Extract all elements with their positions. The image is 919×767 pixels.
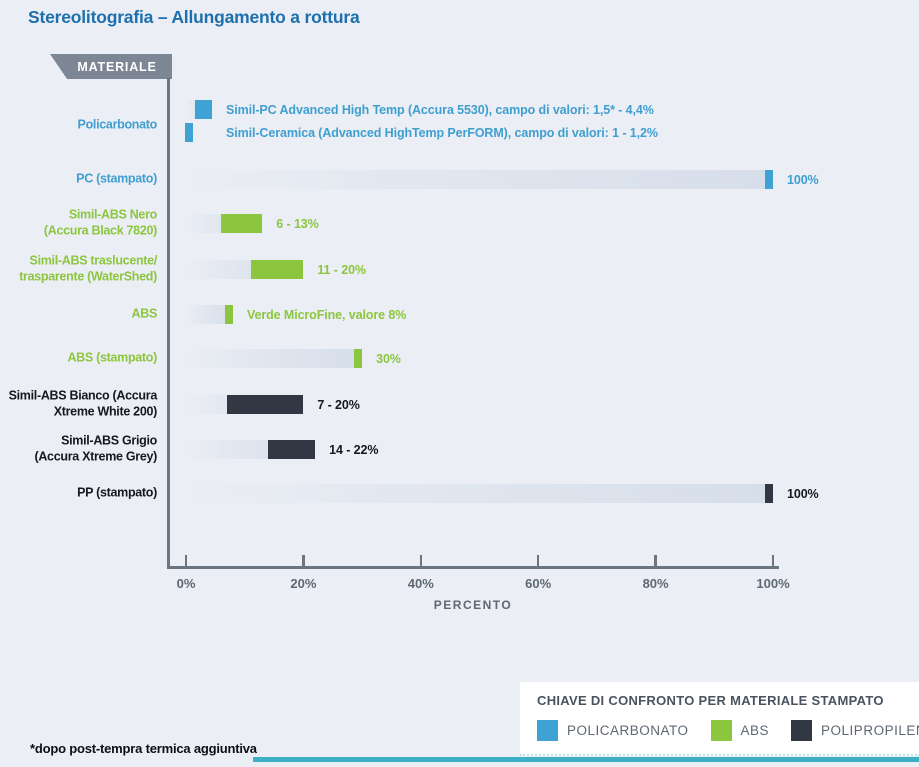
axis-tick — [771, 555, 775, 568]
bar-range-segment — [224, 305, 233, 324]
bar-value-label: Simil-Ceramica (Advanced HighTemp PerFOR… — [226, 125, 658, 140]
bar-range-segment — [250, 260, 304, 279]
tick-label: 60% — [525, 576, 552, 591]
axis-tick — [302, 555, 305, 568]
bar-value-label: 100% — [787, 172, 819, 187]
bar-value-label: 11 - 20% — [317, 262, 366, 277]
axis-tick — [419, 555, 423, 568]
tick-label: 100% — [756, 576, 790, 591]
bar-value-label: 30% — [376, 351, 401, 366]
x-axis-line — [167, 566, 779, 569]
bar-track — [186, 170, 773, 189]
materiale-axis-tag-label: MATERIALE — [77, 59, 157, 74]
polypropylene-swatch — [791, 720, 813, 741]
tick-label: 0% — [176, 576, 196, 591]
bar-value-label: 6 - 13% — [276, 216, 319, 231]
legend-items: POLICARBONATO ABS POLIPROPILENE — [537, 720, 919, 741]
legend-item-label: POLIPROPILENE — [821, 723, 919, 738]
bar-range-segment — [221, 214, 263, 233]
category-label: PC (stampato) — [76, 171, 157, 186]
polycarbonate-swatch — [537, 720, 558, 741]
footnote: *dopo post-tempra termica aggiuntiva — [30, 741, 257, 756]
legend-item: ABS — [710, 720, 770, 741]
bar-range-segment — [227, 395, 304, 414]
bar-track — [186, 349, 363, 368]
y-axis-line — [167, 78, 170, 568]
bar-range-segment — [194, 100, 212, 119]
category-label: Policarbonato — [77, 117, 158, 132]
abs-swatch — [710, 720, 732, 741]
category-label: Simil-ABS Nero (Accura Black 7820) — [43, 207, 157, 238]
bar-value-label: Verde MicroFine, valore 8% — [246, 307, 407, 322]
bar-track — [186, 484, 773, 503]
bar-value-label: Simil-PC Advanced High Temp (Accura 5530… — [226, 102, 654, 117]
bar-value-label: 100% — [787, 486, 819, 501]
legend: CHIAVE DI CONFRONTO PER MATERIALE STAMPA… — [520, 682, 919, 756]
bar-range-segment — [765, 484, 773, 503]
materiale-axis-tag: MATERIALE — [50, 54, 172, 79]
legend-title: CHIAVE DI CONFRONTO PER MATERIALE STAMPA… — [537, 693, 884, 708]
legend-item: POLICARBONATO — [537, 720, 689, 741]
x-axis-title: PERCENTO — [433, 598, 513, 612]
tick-label: 40% — [407, 576, 434, 591]
bar-range-segment — [354, 349, 363, 368]
category-label: ABS (stampato) — [67, 350, 157, 365]
bar-range-segment — [268, 440, 316, 459]
bar-range-segment — [185, 123, 194, 142]
category-label: Simil-ABS traslucente/ trasparente (Wate… — [19, 253, 157, 284]
chart-title: Stereolitografia – Allungamento a rottur… — [28, 7, 360, 27]
category-label: ABS — [131, 306, 158, 321]
teal-divider-rule — [253, 757, 919, 762]
legend-item-label: ABS — [740, 723, 770, 738]
tick-label: 80% — [642, 576, 669, 591]
axis-tick — [654, 555, 657, 568]
bar-value-label: 14 - 22% — [329, 442, 379, 457]
tick-label: 20% — [290, 576, 317, 591]
category-label: PP (stampato) — [77, 485, 157, 500]
bar-track — [186, 305, 233, 324]
bar-value-label: 7 - 20% — [317, 397, 360, 412]
legend-item-label: POLICARBONATO — [567, 723, 689, 738]
category-label: Simil-ABS Bianco (Accura Xtreme White 20… — [8, 388, 158, 419]
axis-tick — [536, 555, 540, 568]
axis-tick — [184, 555, 188, 568]
category-label: Simil-ABS Grigio (Accura Xtreme Grey) — [34, 433, 157, 464]
legend-item: POLIPROPILENE — [791, 720, 919, 741]
bar-range-segment — [765, 170, 773, 189]
